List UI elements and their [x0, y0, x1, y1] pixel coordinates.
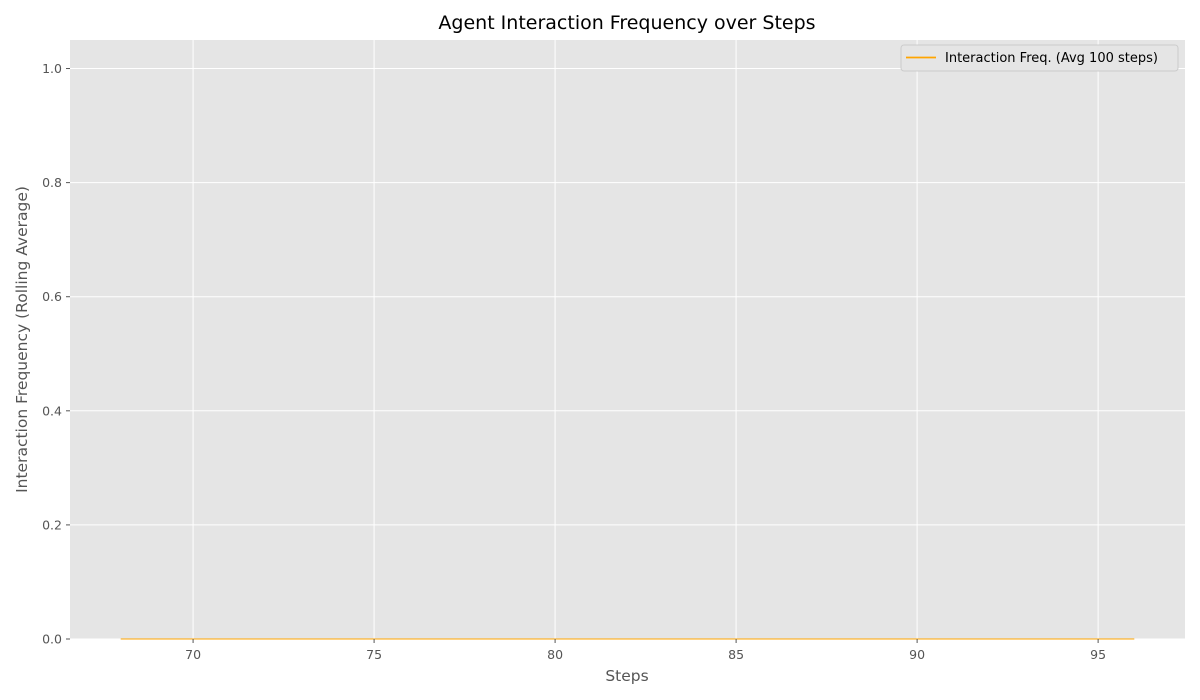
y-tick-label: 0.6: [42, 289, 62, 304]
ticks: 70 75 80 85 90 95 0.0 0.2 0.4 0.6 0.8 1.0: [42, 61, 1106, 662]
x-tick-label: 90: [909, 647, 925, 662]
x-tick-label: 85: [728, 647, 744, 662]
y-tick-label: 0.4: [42, 403, 62, 418]
plot-background: [70, 40, 1185, 639]
x-axis-label: Steps: [605, 667, 648, 685]
x-tick-label: 70: [185, 647, 201, 662]
y-tick-label: 1.0: [42, 61, 62, 76]
legend-label: Interaction Freq. (Avg 100 steps): [945, 51, 1158, 66]
x-tick-label: 80: [547, 647, 563, 662]
legend: Interaction Freq. (Avg 100 steps): [900, 44, 1179, 72]
legend-box: [900, 44, 1179, 72]
y-tick-label: 0.8: [42, 175, 62, 190]
y-tick-label: 0.2: [42, 517, 62, 532]
x-tick-label: 75: [366, 647, 382, 662]
y-tick-label: 0.0: [42, 632, 62, 647]
x-tick-label: 95: [1090, 647, 1106, 662]
chart-title: Agent Interaction Frequency over Steps: [438, 12, 815, 34]
y-axis-label: Interaction Frequency (Rolling Average): [13, 186, 31, 493]
